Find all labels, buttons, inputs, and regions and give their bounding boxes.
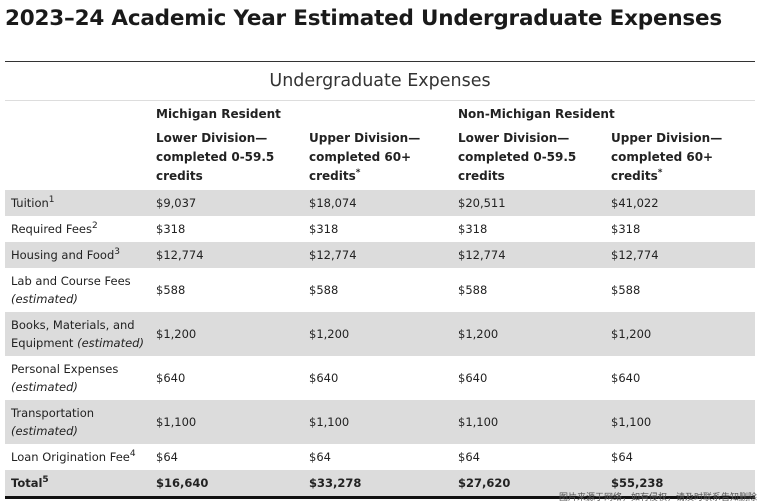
column-header: Upper Division—completed 60+ credits* <box>303 125 452 190</box>
cost-cell: $640 <box>309 371 339 385</box>
column-header: Lower Division—completed 0-59.5 credits <box>150 125 303 190</box>
watermark: 图片来源于网络，如有侵权，请及时联系告知删除 <box>558 493 757 503</box>
cost-cell: $33,278 <box>309 476 362 490</box>
cost-cell: $318 <box>309 222 339 236</box>
column-header-text: Upper Division—completed 60+ credits <box>611 131 723 183</box>
cost-cell: $64 <box>156 450 178 464</box>
cost-cell: $9,037 <box>156 196 197 210</box>
column-header-text: Upper Division—completed 60+ credits <box>309 131 421 183</box>
row-label-qualifier: (estimated) <box>11 380 78 394</box>
group-header: Non-Michigan Resident <box>458 107 615 121</box>
cost-cell: $318 <box>611 222 641 236</box>
cost-cell: $64 <box>309 450 331 464</box>
footnote-marker: * <box>355 168 361 178</box>
expense-row: Housing and Food3 $12,774 $12,774 $12,774 $1… <box>5 242 756 268</box>
row-label: Personal Expenses (estimated) <box>5 356 150 400</box>
row-label-text: Transportation <box>11 406 95 420</box>
expense-row: Transportation (estimated) $1,100 $1,100 $1… <box>5 400 756 444</box>
footnote-marker: 3 <box>114 247 121 258</box>
row-label: Transportation (estimated) <box>5 400 150 444</box>
cost-cell: $1,200 <box>458 327 499 341</box>
row-label-text: Books, Materials, and Equipment <box>11 318 135 350</box>
row-label-qualifier: (estimated) <box>11 424 78 438</box>
expense-row: Required Fees2 $318 $318 $318 $318 <box>5 216 755 242</box>
cost-cell: $12,774 <box>458 248 506 262</box>
cost-cell: $1,200 <box>309 327 350 341</box>
cost-cell: $12,774 <box>611 248 659 262</box>
expense-row: Lab and Course Fees (estimated) $588 $588 $… <box>5 268 755 312</box>
cost-cell: $640 <box>156 371 186 385</box>
cost-cell: $588 <box>611 283 641 297</box>
empty-header <box>5 125 150 190</box>
row-label: Required Fees2 <box>5 216 150 242</box>
expense-row: Tuition1 $9,037 $18,074 $20,511 $41,022 <box>5 190 756 216</box>
cost-cell: $20,511 <box>458 196 506 210</box>
footnote-marker: 1 <box>48 195 55 206</box>
cost-cell: $588 <box>309 283 339 297</box>
row-label: Total5 <box>5 470 150 498</box>
group-header-row: Michigan Resident Non-Michigan Resident <box>5 101 755 126</box>
cost-cell: $1,100 <box>309 415 350 429</box>
row-label: Books, Materials, and Equipment (estimat… <box>5 312 150 356</box>
row-label-text: Loan Origination Fee <box>11 450 130 464</box>
cost-cell: $1,200 <box>611 327 652 341</box>
cost-cell: $318 <box>458 222 488 236</box>
total-row: Total5 $16,640 $33,278 $27,620 $55,238 <box>5 470 756 498</box>
empty-header <box>5 101 150 126</box>
group-header: Michigan Resident <box>156 107 281 121</box>
cost-cell: $588 <box>458 283 488 297</box>
row-label-qualifier: (estimated) <box>77 336 144 350</box>
row-label-text: Lab and Course Fees <box>11 274 131 288</box>
cost-cell: $640 <box>458 371 488 385</box>
expense-row: Books, Materials, and Equipment (estimat… <box>5 312 756 356</box>
cost-cell: $16,640 <box>156 476 209 490</box>
row-label-text: Housing and Food <box>11 248 115 262</box>
column-header-text: Lower Division—completed 0-59.5 credits <box>458 131 577 183</box>
expense-row: Loan Origination Fee4 $64 $64 $64 $64 <box>5 444 755 470</box>
cost-cell: $1,100 <box>458 415 499 429</box>
cost-cell: $27,620 <box>458 476 511 490</box>
cost-cell: $12,774 <box>156 248 204 262</box>
column-header-text: Lower Division—completed 0-59.5 credits <box>156 131 275 183</box>
cost-cell: $64 <box>611 450 633 464</box>
row-label-text: Required Fees <box>11 222 92 236</box>
row-label-qualifier: (estimated) <box>11 292 78 306</box>
cost-cell: $18,074 <box>309 196 357 210</box>
row-label: Tuition1 <box>5 190 150 216</box>
table-caption: Undergraduate Expenses <box>5 61 756 101</box>
cost-cell: $64 <box>458 450 480 464</box>
cost-cell: $12,774 <box>309 248 357 262</box>
footnote-marker: 4 <box>129 449 136 460</box>
column-header: Lower Division—completed 0-59.5 credits <box>452 125 605 190</box>
cost-cell: $640 <box>611 371 641 385</box>
row-label-text: Personal Expenses <box>11 362 119 376</box>
footnote-marker: 2 <box>91 221 98 232</box>
cost-cell: $41,022 <box>611 196 659 210</box>
footnote-marker: 5 <box>42 475 49 486</box>
expense-row: Personal Expenses (estimated) $640 $640 $64… <box>5 356 755 400</box>
column-header: Upper Division—completed 60+ credits* <box>605 125 755 190</box>
cost-cell: $588 <box>156 283 186 297</box>
footnote-marker: * <box>657 168 663 178</box>
row-label: Housing and Food3 <box>5 242 150 268</box>
cost-cell: $318 <box>156 222 186 236</box>
cost-cell: $1,200 <box>156 327 197 341</box>
row-label: Loan Origination Fee4 <box>5 444 150 470</box>
column-header-row: Lower Division—completed 0-59.5 credits U… <box>5 125 755 190</box>
cost-cell: $1,100 <box>156 415 197 429</box>
page-title: 2023–24 Academic Year Estimated Undergra… <box>5 6 723 31</box>
row-label-text: Tuition <box>11 196 49 210</box>
row-label-text: Total <box>11 476 43 490</box>
expense-table: Undergraduate Expenses Michigan Resident N… <box>5 61 756 499</box>
row-label: Lab and Course Fees (estimated) <box>5 268 150 312</box>
cost-cell: $55,238 <box>611 476 664 490</box>
cost-cell: $1,100 <box>611 415 652 429</box>
caption-row: Undergraduate Expenses <box>5 61 756 101</box>
